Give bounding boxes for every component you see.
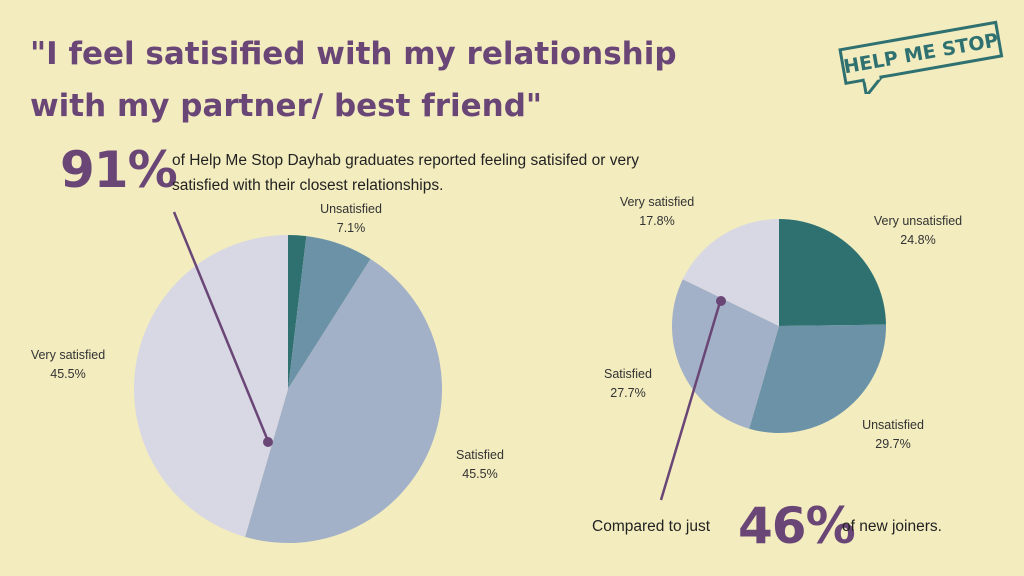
new-joiners-prefix: Compared to just (592, 518, 711, 535)
pie2-label-unsatisfied-value: 29.7% (875, 437, 910, 451)
pie-chart-graduates (133, 235, 443, 544)
pie2-label-unsatisfied-name: Unsatisfied (862, 418, 924, 432)
new-joiners-percentage: 46% (738, 497, 856, 555)
graduates-description: of Help Me Stop Dayhab graduates reporte… (172, 152, 639, 194)
pie1-label-unsatisfied-value: 7.1% (337, 221, 366, 235)
pie-chart-new-joiners (672, 219, 886, 433)
pie1-label-satisfied-value: 45.5% (462, 467, 497, 481)
pie2-slice-very-unsatisfied-0 (779, 219, 886, 326)
pie1-slice-very-satisfied-3 (133, 235, 288, 537)
pie1-slice-unsatisfied-1 (288, 236, 371, 389)
graduates-percentage: 91% (60, 141, 178, 199)
pie2-label-very-unsatisfied-name: Very unsatisfied (874, 214, 962, 228)
pie2-slice-satisfied-2 (672, 279, 779, 429)
pointer-dot-new-joiners (716, 296, 726, 306)
pie2-label-satisfied-value: 27.7% (610, 386, 645, 400)
pointer-line-graduates (172, 211, 270, 442)
pie1-label-satisfied-name: Satisfied (456, 448, 504, 462)
pie1-label-unsatisfied-name: Unsatisfied (320, 202, 382, 216)
pie2-label-very-satisfied-value: 17.8% (639, 214, 674, 228)
pie2-label-satisfied-name: Satisfied (604, 367, 652, 381)
help-me-stop-logo: HELP ME STOP (838, 20, 1004, 94)
new-joiners-suffix: of new joiners. (842, 518, 942, 535)
pie1-label-very-satisfied-value: 45.5% (50, 367, 85, 381)
pie2-slice-very-satisfied-3 (682, 219, 779, 326)
pie1-slice-satisfied-2 (245, 258, 443, 544)
pie2-label-very-satisfied-name: Very satisfied (620, 195, 694, 209)
pie1-slice-unlabeled-0 (288, 235, 307, 389)
chart-title: "I feel satisified with my relationship … (30, 36, 677, 124)
pie2-label-very-unsatisfied-value: 24.8% (900, 233, 935, 247)
pie2-slice-unsatisfied-1 (749, 324, 886, 433)
pie1-label-very-satisfied-name: Very satisfied (31, 348, 105, 362)
pointer-dot-graduates (263, 437, 273, 447)
pointer-line-new-joiners (659, 301, 722, 501)
